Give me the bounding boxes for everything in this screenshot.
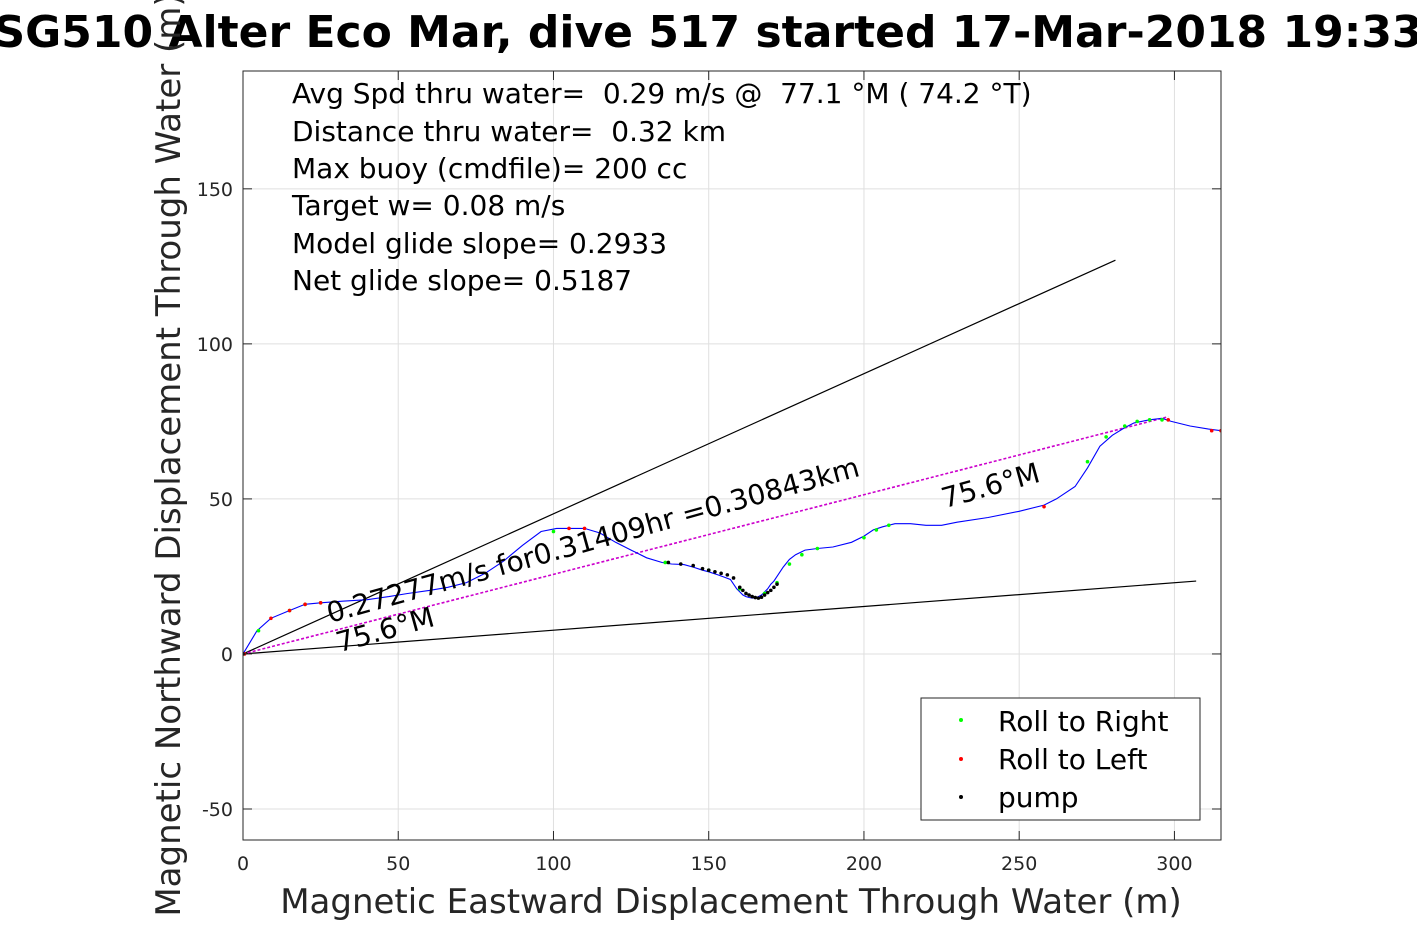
point-roll-to-right bbox=[1085, 459, 1090, 464]
point-pump bbox=[756, 596, 761, 600]
point-roll-to-right bbox=[663, 560, 668, 565]
point-pump bbox=[700, 566, 705, 571]
point-pump bbox=[765, 590, 770, 595]
stat-target-w: Target w= 0.08 m/s bbox=[291, 189, 565, 222]
point-roll-to-right bbox=[1135, 419, 1139, 424]
x-tick-label-2: 100 bbox=[535, 853, 571, 875]
reference-lines bbox=[243, 259, 1197, 655]
legend-label-pump: pump bbox=[998, 781, 1079, 814]
point-roll-to-right bbox=[1160, 418, 1164, 422]
stat-avg-speed: Avg Spd thru water= 0.29 m/s @ 77.1 °M (… bbox=[292, 77, 1032, 110]
series-line-track bbox=[243, 417, 1221, 655]
x-tick-label-4: 200 bbox=[846, 853, 882, 875]
y-tick-label-2: 50 bbox=[209, 489, 233, 511]
point-pump bbox=[762, 593, 767, 597]
point-pump bbox=[744, 591, 748, 596]
point-roll-to-right bbox=[874, 528, 879, 532]
y-tick-label-3: 100 bbox=[197, 334, 233, 356]
point-pump bbox=[678, 562, 683, 566]
x-axis-label: Magnetic Eastward Displacement Through W… bbox=[280, 882, 1182, 922]
point-roll-to-right bbox=[1122, 424, 1127, 428]
y-tick-label-1: 0 bbox=[221, 644, 233, 666]
legend-label-roll-right: Roll to Right bbox=[998, 705, 1169, 738]
point-roll-to-left bbox=[1042, 504, 1046, 509]
point-pump bbox=[759, 595, 764, 600]
point-pump bbox=[753, 595, 758, 600]
point-roll-to-left bbox=[303, 602, 307, 607]
point-pump bbox=[706, 568, 711, 573]
y-tick-label-0: -50 bbox=[202, 799, 233, 821]
reference-line-glide-upper bbox=[243, 259, 1116, 655]
y-axis-label: Magnetic Northward Displacement Through … bbox=[149, 0, 189, 917]
point-roll-to-right bbox=[815, 546, 820, 551]
point-roll-to-right bbox=[862, 535, 866, 540]
plot-frame bbox=[242, 70, 1222, 841]
point-pump bbox=[769, 588, 773, 593]
stat-model-glide-slope: Model glide slope= 0.2933 bbox=[292, 227, 667, 260]
point-roll-to-right bbox=[256, 628, 261, 633]
legend-box bbox=[920, 697, 1201, 821]
reference-line-glide-lower bbox=[243, 580, 1197, 655]
point-roll-to-left bbox=[318, 600, 323, 605]
point-pump bbox=[719, 571, 723, 576]
point-roll-to-left bbox=[582, 526, 587, 531]
point-roll-to-left bbox=[1209, 428, 1214, 433]
legend-marker-roll-right bbox=[959, 718, 963, 722]
point-roll-to-right bbox=[787, 562, 792, 566]
point-roll-to-right bbox=[800, 552, 804, 557]
stat-distance: Distance thru water= 0.32 km bbox=[292, 115, 726, 148]
x-tick-label-5: 250 bbox=[1001, 853, 1037, 875]
stats-block: Avg Spd thru water= 0.29 m/s @ 77.1 °M (… bbox=[291, 77, 1032, 297]
point-roll-to-left bbox=[1166, 418, 1171, 422]
point-pump bbox=[750, 594, 754, 599]
chart-title: SG510 Alter Eco Mar, dive 517 started 17… bbox=[0, 7, 1417, 58]
point-roll-to-right bbox=[1147, 418, 1152, 422]
legend-label-roll-left: Roll to Left bbox=[998, 743, 1147, 776]
point-pump bbox=[725, 573, 730, 577]
x-tick-label-6: 300 bbox=[1156, 853, 1192, 875]
point-pump bbox=[747, 593, 751, 597]
point-pump bbox=[737, 585, 742, 590]
legend-marker-roll-left bbox=[959, 757, 963, 761]
x-tick-label-0: 0 bbox=[237, 853, 249, 875]
point-pump bbox=[772, 585, 776, 590]
series-layer bbox=[243, 417, 1221, 656]
point-roll-to-right bbox=[551, 529, 556, 534]
reference-line-net-heading bbox=[243, 415, 1169, 655]
point-roll-to-left bbox=[269, 616, 273, 621]
y-tick-label-4: 150 bbox=[197, 179, 233, 201]
point-roll-to-left bbox=[287, 608, 292, 613]
point-pump bbox=[741, 588, 745, 593]
legend: Roll to Right Roll to Left pump bbox=[920, 697, 1201, 821]
stat-net-glide-slope: Net glide slope= 0.5187 bbox=[292, 264, 632, 297]
grid-lines bbox=[242, 71, 1221, 840]
stat-max-buoy: Max buoy (cmdfile)= 200 cc bbox=[292, 152, 687, 185]
axis-ticks: 0 50 100 150 200 250 300 -50 0 50 100 150 bbox=[197, 71, 1221, 875]
point-pump bbox=[775, 582, 779, 586]
point-roll-to-right bbox=[1104, 435, 1108, 439]
point-pump bbox=[731, 576, 736, 580]
point-pump bbox=[691, 563, 695, 568]
point-pump bbox=[666, 560, 671, 565]
x-tick-label-1: 50 bbox=[386, 853, 410, 875]
point-roll-to-right bbox=[886, 523, 891, 528]
point-roll-to-left bbox=[567, 526, 571, 531]
x-tick-label-3: 150 bbox=[691, 853, 727, 875]
point-pump bbox=[713, 569, 717, 574]
legend-marker-pump bbox=[959, 795, 963, 799]
